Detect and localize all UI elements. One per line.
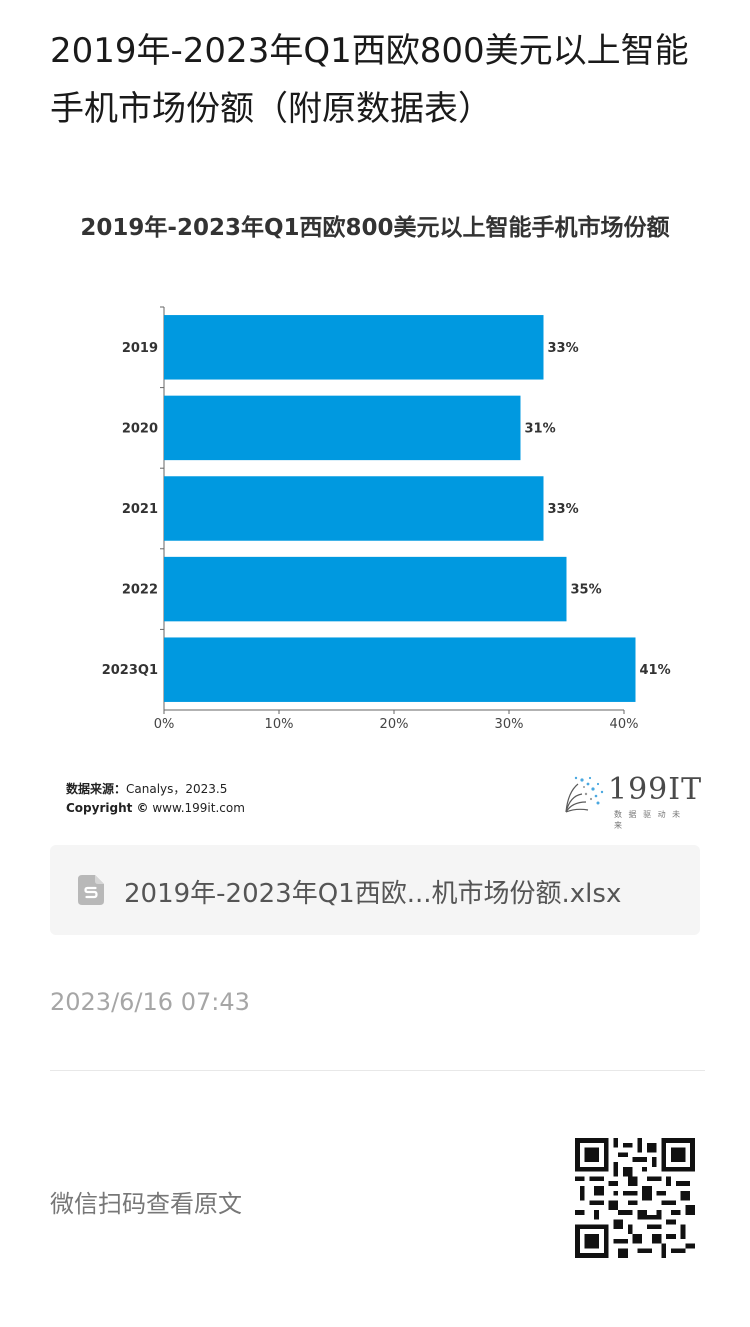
article-title: 2019年-2023年Q1西欧800美元以上智能手机市场份额（附原数据表） — [50, 31, 689, 129]
divider — [50, 1070, 705, 1071]
x-tick-label: 0% — [154, 717, 175, 732]
data-label: 35% — [571, 583, 602, 598]
data-label: 33% — [548, 341, 579, 356]
publish-timestamp: 2023/6/16 07:43 — [50, 988, 250, 1016]
chart-title: 2019年-2023年Q1西欧800美元以上智能手机市场份额 — [80, 215, 670, 241]
y-tick-label: 2022 — [122, 583, 158, 598]
bar-2023Q1 — [164, 637, 636, 702]
logo-text: 199IT — [608, 772, 703, 807]
bar-2022 — [164, 556, 567, 622]
chart-source: 数据来源：Canalys，2023.5 — [66, 780, 227, 797]
source-value: Canalys，2023.5 — [126, 782, 228, 796]
source-label: 数据来源： — [66, 782, 127, 796]
x-tick-label: 30% — [495, 717, 524, 732]
data-label: 41% — [640, 663, 671, 678]
x-tick-label: 40% — [610, 717, 639, 732]
bar-2021 — [164, 476, 544, 541]
y-tick-label: 2021 — [122, 502, 158, 517]
qr-code-icon[interactable] — [575, 1138, 695, 1258]
y-tick-label: 2023Q1 — [102, 663, 158, 678]
x-tick-label: 20% — [380, 717, 409, 732]
y-tick-label: 2020 — [122, 421, 158, 436]
attachment-card[interactable]: 2019年-2023年Q1西欧...机市场份额.xlsx — [50, 845, 700, 935]
attachment-file-name: 2019年-2023年Q1西欧...机市场份额.xlsx — [124, 879, 622, 909]
bar-2019 — [164, 315, 544, 380]
copyright-label: Copyright © — [66, 801, 149, 815]
logo-199it: 199IT 数 据 驱 动 未 来 — [560, 772, 701, 830]
copyright-value: www.199it.com — [148, 801, 245, 815]
logo-tagline: 数 据 驱 动 未 来 — [614, 810, 683, 830]
y-tick-label: 2019 — [122, 341, 158, 356]
scan-to-view-text: 微信扫码查看原文 — [50, 1190, 242, 1218]
chart-copyright: Copyright © www.199it.com — [66, 801, 245, 815]
dandelion-logo-icon — [565, 776, 604, 813]
bar-chart: 2019 33% 2020 31% 2021 33% 2022 35% 2023Q1 41% 0% 1… — [102, 306, 671, 732]
x-tick-label: 10% — [265, 717, 294, 732]
data-label: 33% — [548, 502, 579, 517]
spreadsheet-file-icon — [78, 875, 104, 905]
data-label: 31% — [525, 421, 556, 436]
chart-image[interactable]: 2019年-2023年Q1西欧800美元以上智能手机市场份额 2019 33% 20… — [50, 180, 701, 830]
bar-2020 — [164, 395, 521, 461]
